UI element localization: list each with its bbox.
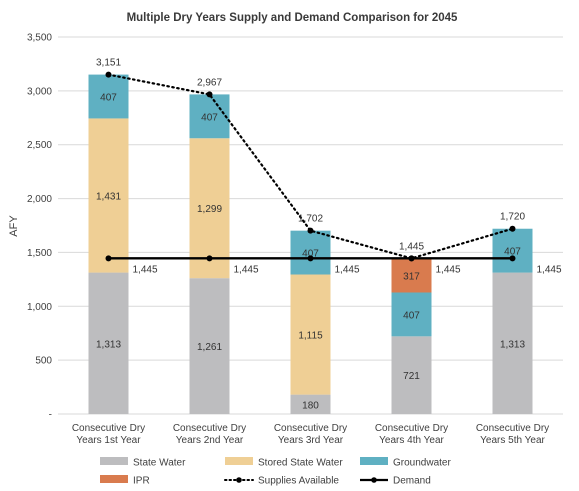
y-tick-label: 3,000 (27, 86, 52, 97)
y-tick-label: 1,000 (27, 302, 52, 313)
y-axis-ticks: - 500 1,000 1,500 2,000 2,500 3,000 3,500 (27, 33, 52, 421)
y-tick-label: 3,500 (27, 33, 52, 44)
line-point-labels: 3,151 2,967 1,702 1,445 1,720 1,445 1,445 1,445… (96, 58, 562, 276)
bar-segment-label: 721 (403, 371, 420, 382)
y-tick-label: 2,500 (27, 140, 52, 151)
bar-segment-label: 407 (302, 249, 319, 260)
supplies-point (105, 71, 112, 78)
y-axis-label: AFY (8, 215, 20, 237)
legend: State Water Stored State Water Groundwater… (100, 457, 451, 487)
legend-label: Supplies Available (258, 476, 339, 487)
bar-segment (88, 74, 129, 119)
bar-segment-label: 1,115 (298, 331, 323, 342)
supplies-point-label: 2,967 (197, 77, 222, 88)
bar-segment (189, 278, 230, 414)
supplies-point (307, 227, 314, 234)
bar-segment (290, 394, 331, 414)
bar-segment-label: 1,299 (197, 204, 222, 215)
bar-segment (189, 138, 230, 279)
x-category-label: Years 3rd Year (278, 435, 344, 446)
bar-segment (492, 228, 533, 273)
bar-segment-label: 407 (504, 247, 521, 258)
x-category-label: Years 4th Year (379, 435, 444, 446)
bar-segment (492, 272, 533, 414)
legend-marker (371, 477, 377, 483)
supplies-point-label: 1,720 (500, 212, 525, 223)
x-category-label: Consecutive Dry (72, 423, 145, 434)
chart-title: Multiple Dry Years Supply and Demand Com… (127, 12, 458, 24)
bar-segment (290, 274, 331, 395)
bar-segment-label: 1,261 (197, 342, 222, 353)
legend-marker (236, 477, 242, 483)
demand-point-label: 1,445 (537, 264, 562, 275)
demand-point (408, 255, 415, 262)
legend-label: IPR (133, 476, 150, 487)
bar-segment (88, 272, 129, 414)
demand-point-label: 1,445 (436, 264, 461, 275)
x-category-label: Consecutive Dry (173, 423, 246, 434)
bar-segment (189, 94, 230, 139)
bar-segment (391, 336, 432, 414)
supplies-point (509, 225, 516, 232)
bar-segment (290, 230, 331, 275)
demand-point (105, 255, 112, 262)
lines (105, 71, 516, 262)
legend-swatch (360, 457, 388, 465)
legend-label: Stored State Water (258, 458, 343, 469)
bar-segment-label: 317 (403, 271, 420, 282)
x-category-label: Consecutive Dry (274, 423, 347, 434)
y-tick-label: 500 (35, 356, 52, 367)
bar-segment-label: 1,431 (96, 192, 121, 203)
legend-swatch (225, 457, 253, 465)
bar-segment-label: 407 (100, 93, 117, 104)
bar-segment-labels: 1,313 1,431 407 1,261 1,299 407 180 1,115 407 721… (96, 93, 525, 412)
x-category-label: Consecutive Dry (476, 423, 549, 434)
demand-point-label: 1,445 (335, 264, 360, 275)
bar-segment-label: 407 (403, 310, 420, 321)
demand-point (206, 255, 213, 262)
bar-segment (391, 258, 432, 293)
bar-segment (88, 118, 129, 273)
x-category-label: Consecutive Dry (375, 423, 448, 434)
bar-segment-label: 180 (302, 400, 319, 411)
demand-point (307, 255, 314, 262)
supplies-point-label: 3,151 (96, 58, 121, 69)
y-tick-label: - (49, 410, 52, 421)
bar-segment-label: 407 (201, 112, 218, 123)
bar-segment (391, 292, 432, 337)
bars (88, 74, 533, 414)
legend-swatch (100, 457, 128, 465)
demand-point-label: 1,445 (133, 264, 158, 275)
supplies-point-label: 1,702 (298, 214, 323, 225)
x-category-label: Years 1st Year (76, 435, 141, 446)
supplies-point-label: 1,445 (399, 241, 424, 252)
legend-label: Groundwater (393, 458, 451, 469)
legend-swatch (100, 475, 128, 483)
demand-point-label: 1,445 (234, 264, 259, 275)
bar-segment-label: 1,313 (96, 339, 121, 350)
demand-point (509, 255, 516, 262)
x-category-label: Years 2nd Year (176, 435, 244, 446)
y-tick-label: 1,500 (27, 248, 52, 259)
y-tick-label: 2,000 (27, 194, 52, 205)
legend-label: State Water (133, 458, 186, 469)
supplies-point (206, 91, 213, 98)
x-category-label: Years 5th Year (480, 435, 545, 446)
legend-label: Demand (393, 476, 431, 487)
bar-segment-label: 1,313 (500, 339, 525, 350)
